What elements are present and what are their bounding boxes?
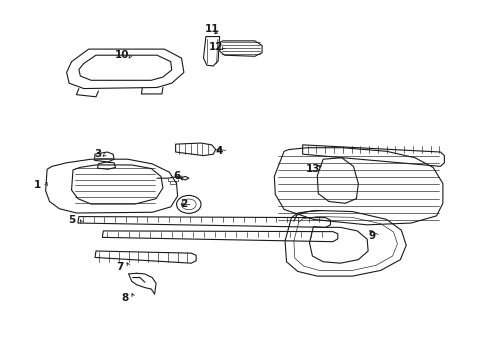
Text: 1: 1 bbox=[34, 180, 41, 190]
Text: 10: 10 bbox=[115, 50, 129, 60]
Text: 6: 6 bbox=[173, 171, 180, 181]
Text: 13: 13 bbox=[306, 163, 320, 174]
Text: 4: 4 bbox=[216, 145, 223, 156]
Text: 8: 8 bbox=[122, 293, 129, 303]
Text: 9: 9 bbox=[368, 231, 376, 240]
Text: 3: 3 bbox=[94, 149, 101, 159]
Text: 11: 11 bbox=[204, 24, 219, 35]
Text: 12: 12 bbox=[208, 42, 223, 51]
Text: 2: 2 bbox=[180, 199, 188, 210]
Text: 5: 5 bbox=[68, 215, 75, 225]
Text: 7: 7 bbox=[117, 262, 124, 272]
